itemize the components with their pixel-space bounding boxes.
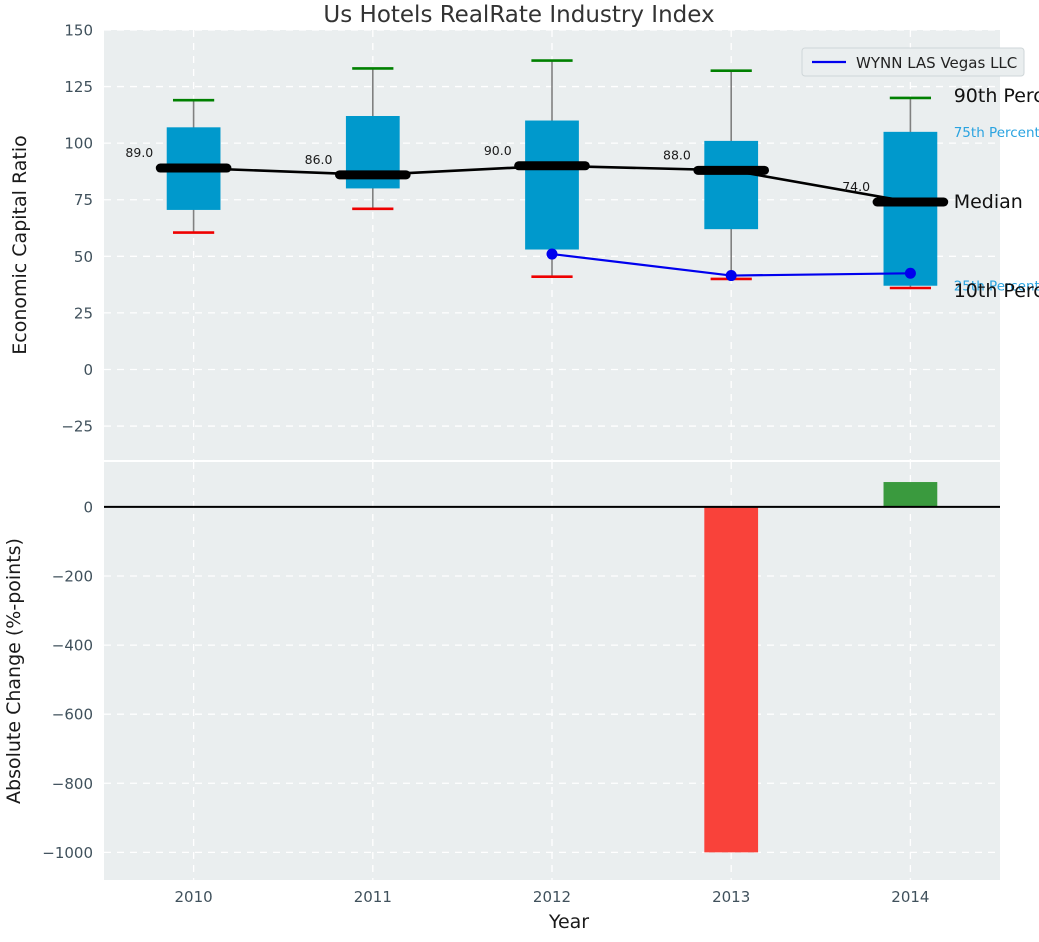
- y-tick-label: 25: [74, 304, 93, 322]
- change-bar-positive: [883, 482, 938, 507]
- y-tick-label: −200: [52, 568, 93, 586]
- median-value-label: 89.0: [125, 145, 153, 160]
- y-tick-label: −800: [52, 775, 93, 793]
- x-tick-label: 2013: [712, 888, 750, 906]
- percentile-annotations: 90th Percentile 75th Percentile Median 25th…: [954, 85, 1039, 302]
- median-value-label: 88.0: [663, 147, 691, 162]
- change-bar-negative: [704, 506, 759, 853]
- change-bars-group: [704, 482, 938, 853]
- y-tick-label: 50: [74, 248, 93, 266]
- top-panel-y-axis-label: Economic Capital Ratio: [9, 135, 31, 354]
- y-tick-label: 150: [64, 22, 93, 40]
- median-value-label: 74.0: [842, 179, 870, 194]
- box-iqr: [704, 140, 759, 230]
- y-tick-label: −25: [61, 418, 93, 436]
- wynn-las-vegas-llc-point: [725, 270, 737, 282]
- x-axis-label: Year: [548, 911, 589, 933]
- chart-title: Us Hotels RealRate Industry Index: [323, 2, 714, 28]
- percentile-annotation: 25th Percentile: [954, 279, 1039, 295]
- x-tick-label: 2011: [354, 888, 392, 906]
- x-tick-label: 2010: [175, 888, 213, 906]
- wynn-las-vegas-llc-point: [904, 267, 916, 279]
- company-series-line: [546, 248, 916, 282]
- y-tick-label: 0: [83, 498, 93, 516]
- x-tick-label: 2014: [891, 888, 929, 906]
- box-iqr: [525, 120, 579, 250]
- y-tick-label: −400: [52, 637, 93, 655]
- y-tick-label: 100: [64, 135, 93, 153]
- wynn-las-vegas-llc-point: [546, 248, 558, 260]
- percentile-annotation: 10th Percentile: [954, 280, 1039, 302]
- y-tick-label: 0: [83, 361, 93, 379]
- y-tick-label: −600: [52, 706, 93, 724]
- median-connector-line: [155, 161, 949, 207]
- top-panel-y-ticks: 150 125 100 75 50 25 0 −25: [61, 22, 93, 436]
- box-iqr: [883, 131, 938, 286]
- y-tick-label: 125: [64, 78, 93, 96]
- boxplot-group: [166, 59, 938, 290]
- percentile-annotation: 75th Percentile: [954, 125, 1039, 141]
- x-tick-label: 2012: [533, 888, 571, 906]
- median-value-label: 86.0: [305, 152, 333, 167]
- y-tick-label: −1000: [42, 844, 93, 862]
- median-value-labels: 89.0 86.0 90.0 88.0 74.0: [125, 143, 870, 194]
- percentile-annotation: Median: [954, 191, 1023, 213]
- y-tick-label: 75: [74, 191, 93, 209]
- legend-box: [801, 47, 1025, 77]
- bottom-panel-y-axis-label: Absolute Change (%-points): [3, 538, 25, 804]
- percentile-annotation: 90th Percentile: [954, 85, 1039, 107]
- median-value-label: 90.0: [484, 143, 512, 158]
- bottom-panel-y-ticks: 0 −200 −400 −600 −800 −1000: [42, 498, 93, 861]
- legend-label-wynn-las-vegas-llc: WYNN LAS Vegas LLC: [856, 54, 1017, 72]
- legend[interactable]: WYNN LAS Vegas LLC: [801, 47, 1025, 77]
- x-axis-ticks: 2010 2011 2012 2013 2014: [175, 888, 930, 906]
